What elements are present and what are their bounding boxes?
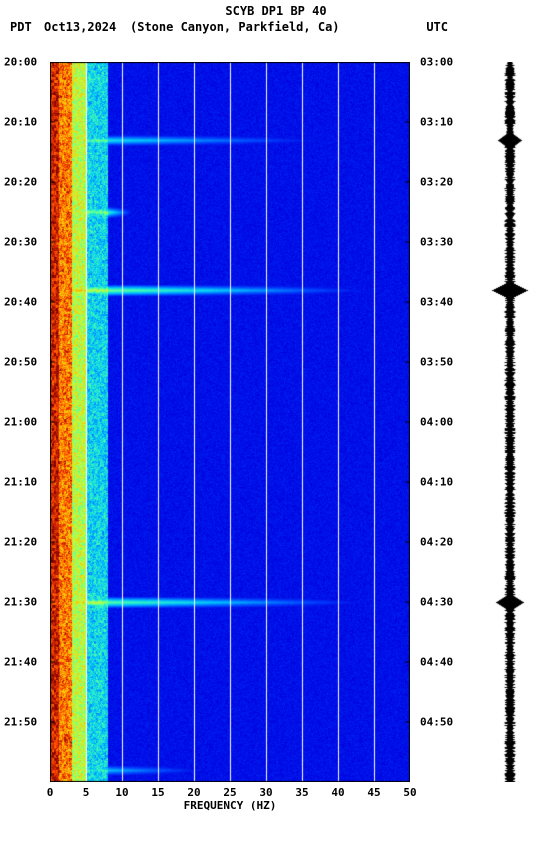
- y-right-tick: 03:20: [420, 176, 453, 189]
- y-left-tick: 21:20: [4, 536, 37, 549]
- y-left-tick: 21:40: [4, 656, 37, 669]
- y-left-tick: 20:00: [4, 56, 37, 69]
- header-sub: PDT Oct13,2024 (Stone Canyon, Parkfield,…: [0, 18, 552, 42]
- y-right-axis: 03:0003:1003:2003:3003:4003:5004:0004:10…: [420, 62, 460, 782]
- y-right-tick: 04:50: [420, 716, 453, 729]
- x-tick: 50: [403, 786, 416, 799]
- y-right-tick: 03:50: [420, 356, 453, 369]
- spectrogram-canvas: [50, 62, 410, 782]
- x-tick: 30: [259, 786, 272, 799]
- y-left-tick: 20:50: [4, 356, 37, 369]
- x-tick: 0: [47, 786, 54, 799]
- x-tick: 35: [295, 786, 308, 799]
- tz-right-label: UTC: [426, 20, 448, 34]
- y-left-tick: 20:20: [4, 176, 37, 189]
- y-right-tick: 04:10: [420, 476, 453, 489]
- y-left-tick: 20:40: [4, 296, 37, 309]
- x-tick: 15: [151, 786, 164, 799]
- y-left-tick: 21:50: [4, 716, 37, 729]
- header-date: Oct13,2024: [44, 20, 116, 34]
- y-right-tick: 03:10: [420, 116, 453, 129]
- y-right-tick: 03:30: [420, 236, 453, 249]
- header-title: SCYB DP1 BP 40: [0, 0, 552, 18]
- chart-area: 20:00 20:10 20:20 20:30 20:40 20:50 21:00 21:10…: [0, 42, 552, 832]
- x-tick: 45: [367, 786, 380, 799]
- x-axis-title: FREQUENCY (HZ): [50, 799, 410, 812]
- x-tick: 40: [331, 786, 344, 799]
- x-tick: 25: [223, 786, 236, 799]
- x-tick: 20: [187, 786, 200, 799]
- y-right-tick: 04:40: [420, 656, 453, 669]
- y-right-tick: 03:40: [420, 296, 453, 309]
- y-right-tick: 03:00: [420, 56, 453, 69]
- tz-left-label: PDT: [10, 20, 32, 34]
- y-left-tick: 20:30: [4, 236, 37, 249]
- y-right-tick: 04:20: [420, 536, 453, 549]
- y-left-tick: 21:30: [4, 596, 37, 609]
- waveform-canvas: [490, 62, 530, 782]
- header-location: (Stone Canyon, Parkfield, Ca): [130, 20, 340, 34]
- y-left-tick: 20:10: [4, 116, 37, 129]
- y-right-tick: 04:30: [420, 596, 453, 609]
- y-left-axis: 20:0020:1020:2020:3020:4020:5021:0021:10…: [4, 62, 46, 782]
- x-tick: 5: [83, 786, 90, 799]
- y-right-tick: 04:00: [420, 416, 453, 429]
- x-tick: 10: [115, 786, 128, 799]
- y-left-tick: 21:10: [4, 476, 37, 489]
- y-left-tick: 21:00: [4, 416, 37, 429]
